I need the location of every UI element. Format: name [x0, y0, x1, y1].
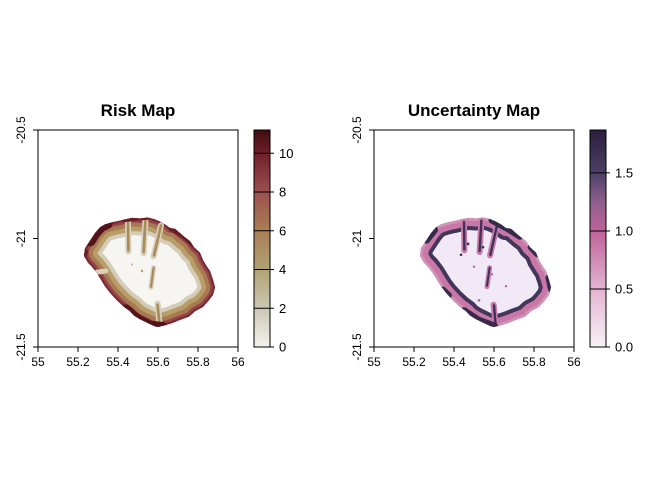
- valley-streak: [486, 266, 491, 287]
- coastal-dark-patch: [122, 217, 149, 223]
- colorbar-tick-label: 0.5: [615, 282, 633, 297]
- colorbar: [589, 129, 607, 348]
- valley-streak: [142, 219, 147, 254]
- x-tick-label: 55.4: [106, 355, 130, 369]
- raster-speck: [459, 253, 463, 257]
- valley-streak: [149, 266, 155, 288]
- panel-title-risk-map: Risk Map: [100, 101, 176, 120]
- valley-streak: [489, 224, 499, 257]
- colorbar-tick-label: 0.0: [615, 340, 633, 355]
- coastal-dark-patch: [545, 274, 551, 293]
- y-tick-label: -21.5: [350, 333, 364, 361]
- raster-speck: [130, 263, 134, 266]
- raster-speck: [472, 265, 476, 268]
- raster-speck: [504, 285, 508, 288]
- colorbar-tick-label: 4: [279, 262, 286, 277]
- raster-speck: [490, 273, 494, 276]
- x-tick-label: 55: [31, 355, 45, 369]
- panel-risk: 55 55.2 55.4 55.6 55.8 56 -20.5 -21 -21.5 0 2 4 6 8 10: [14, 116, 293, 369]
- coastal-dark-patch: [84, 249, 89, 259]
- raster-speck: [481, 245, 485, 249]
- y-tick-label: -21: [350, 230, 364, 248]
- colorbar-tick-label: 1.5: [615, 165, 633, 180]
- y-tick-label: -20.5: [14, 116, 28, 144]
- panel-title-uncertainty-map: Uncertainty Map: [407, 101, 541, 120]
- x-tick-label: 55: [367, 355, 381, 369]
- x-tick-label: 55.2: [66, 355, 90, 369]
- y-tick-label: -21.5: [14, 333, 28, 361]
- x-tick-label: 56: [567, 355, 581, 369]
- colorbar-tick-label: 6: [279, 223, 286, 238]
- valley-streak: [152, 224, 163, 257]
- valley-streak: [492, 304, 497, 327]
- x-tick-label: 55.8: [186, 355, 210, 369]
- valley-streak: [478, 219, 483, 253]
- colorbar-tick-label: 2: [279, 301, 286, 316]
- x-tick-label: 55.2: [402, 355, 426, 369]
- y-tick-label: -20.5: [350, 116, 364, 144]
- colorbar-tick-label: 0: [279, 340, 286, 355]
- x-tick-label: 55.6: [482, 355, 506, 369]
- panel-uncertainty: 55 55.2 55.4 55.6 55.8 56 -20.5 -21 -21.5 0.0 0.5 1…: [350, 116, 633, 369]
- raster-speck: [477, 299, 481, 302]
- colorbar-tick-label: 10: [279, 146, 293, 161]
- colorbar-tick-label: 1.0: [615, 224, 633, 239]
- coastal-dark-patch: [84, 218, 113, 247]
- valley-streak: [94, 268, 109, 275]
- x-tick-label: 55.8: [522, 355, 546, 369]
- x-tick-label: 55.4: [442, 355, 466, 369]
- coastal-dark-patch: [527, 244, 540, 258]
- y-tick-label: -21: [14, 230, 28, 248]
- colorbar-tick-label: 8: [279, 185, 286, 200]
- x-tick-label: 55.6: [146, 355, 170, 369]
- colorbar: [253, 129, 271, 348]
- raster-speck: [466, 242, 470, 246]
- x-tick-label: 56: [231, 355, 245, 369]
- raster-speck: [140, 269, 144, 273]
